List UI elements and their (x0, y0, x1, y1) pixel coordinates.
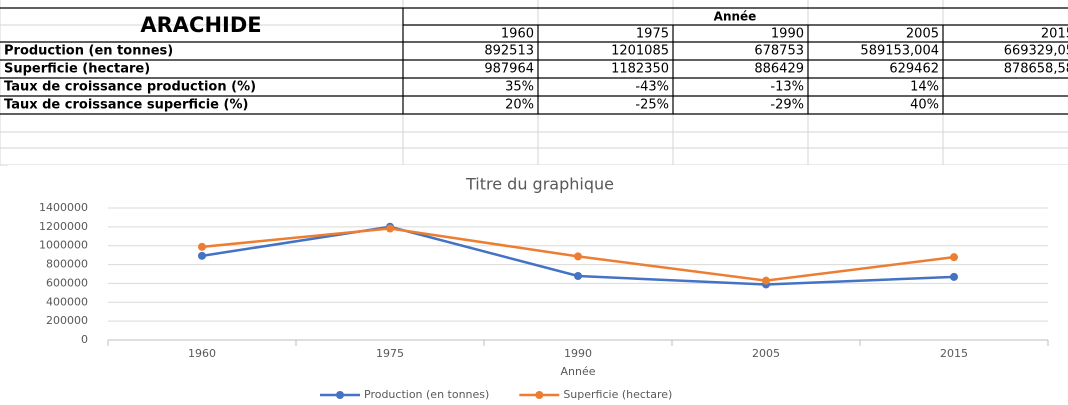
value-cell: -43% (635, 80, 669, 95)
value-cell: 35% (505, 80, 534, 95)
row-label: Production (en tonnes) (4, 44, 173, 59)
year-header: Année (714, 10, 757, 24)
value-cell: -29% (770, 98, 804, 113)
legend-label: Production (en tonnes) (364, 388, 489, 401)
legend-label: Superficie (hectare) (563, 388, 672, 401)
row-label: Taux de croissance production (%) (4, 80, 256, 95)
value-cell: -13% (770, 80, 804, 95)
year-cell: 2015 (1041, 27, 1068, 42)
value-cell: 1182350 (611, 62, 669, 77)
y-tick-label: 1400000 (39, 201, 88, 214)
year-cell: 1990 (771, 27, 804, 42)
data-point (574, 252, 582, 261)
x-tick-label: 2015 (940, 347, 968, 360)
table-title: ARACHIDE (140, 13, 261, 37)
year-cell: 2005 (906, 27, 939, 42)
value-cell: 886429 (754, 62, 804, 77)
chart-title: Titre du graphique (465, 175, 614, 194)
y-tick-label: 400000 (46, 295, 88, 308)
value-cell: 678753 (754, 44, 804, 59)
row-label: Superficie (hectare) (4, 62, 150, 77)
value-cell: 629462 (889, 62, 939, 77)
data-point (950, 272, 958, 281)
data-point (950, 253, 958, 262)
value-cell: 14% (910, 80, 939, 95)
y-tick-label: 800000 (46, 258, 88, 271)
data-point (574, 272, 582, 281)
data-point (198, 251, 206, 260)
row-label: Taux de croissance superficie (%) (4, 98, 248, 113)
x-tick-label: 2005 (752, 347, 780, 360)
y-tick-label: 1200000 (39, 220, 88, 233)
y-tick-label: 0 (81, 333, 88, 346)
value-cell: 669329,05 (1004, 44, 1068, 59)
value-cell: 987964 (484, 62, 534, 77)
year-cell: 1975 (636, 27, 669, 42)
data-point (762, 276, 770, 285)
value-cell: 20% (505, 98, 534, 113)
y-tick-label: 1000000 (39, 239, 88, 252)
value-cell: 40% (910, 98, 939, 113)
y-tick-label: 200000 (46, 314, 88, 327)
y-tick-label: 600000 (46, 276, 88, 289)
x-tick-label: 1960 (188, 347, 216, 360)
data-point (386, 224, 394, 233)
value-cell: 589153,004 (860, 44, 939, 59)
value-cell: 878658,58 (1004, 62, 1068, 77)
value-cell: 892513 (484, 44, 534, 59)
x-axis-label: Année (560, 365, 595, 378)
data-point (198, 242, 206, 251)
x-tick-label: 1975 (376, 347, 404, 360)
legend-marker (535, 391, 544, 399)
year-cell: 1960 (501, 27, 534, 42)
legend-marker (336, 391, 344, 399)
value-cell: 1201085 (611, 44, 669, 59)
x-tick-label: 1990 (564, 347, 592, 360)
chart-area (8, 165, 1068, 405)
value-cell: -25% (635, 98, 669, 113)
